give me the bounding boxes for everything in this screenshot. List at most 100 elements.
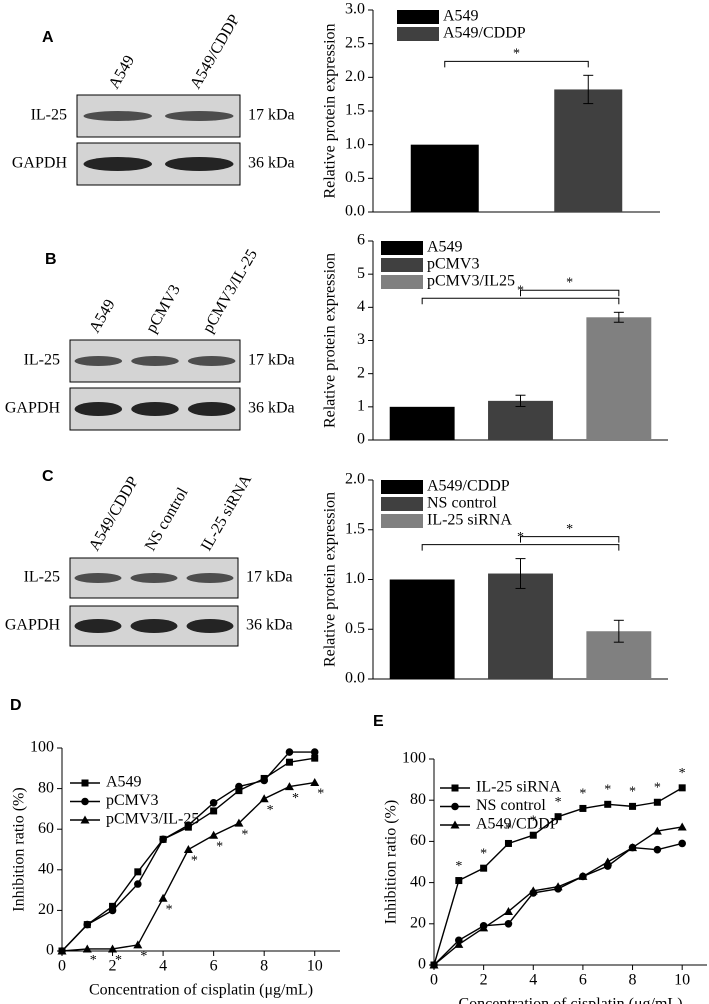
point [653,798,661,806]
x-tick-label: 0 [58,958,66,975]
blot-band [131,402,179,416]
series-line [433,826,683,966]
blot-band [83,111,152,121]
point [83,920,92,929]
legend-marker [450,820,460,829]
legend-marker [451,784,459,792]
significance-label: * [654,780,661,795]
y-tick-label: 0 [418,956,426,973]
row-label: IL-25 [24,569,60,586]
y-tick-label: 1.5 [345,520,365,537]
size-label: 17 kDa [248,107,295,124]
point [653,845,662,854]
blot-band [187,356,236,366]
x-tick-label: 0 [430,972,438,989]
blot-band [165,157,234,171]
legend-label: pCMV3/IL-25 [106,811,199,828]
legend-label: A549/CDDP [427,478,510,495]
significance-bracket [421,544,620,551]
point [529,831,537,839]
blot-band [186,619,234,633]
lane-label: pCMV3 [143,282,184,336]
point [454,939,464,948]
significance-label: * [530,813,537,828]
significance-label: * [679,766,686,781]
y-axis-label: Inhibition ratio (%) [11,787,28,911]
blot-band [74,356,123,366]
point [503,906,513,915]
legend-marker [80,815,90,824]
point [504,839,512,847]
y-tick-label: 40 [38,860,54,877]
lane-label: A549 [86,297,119,336]
row-label: IL-25 [31,107,67,124]
y-tick-label: 100 [30,739,54,756]
point [579,804,587,812]
point [285,748,294,756]
point [578,871,588,880]
bar [554,89,623,212]
legend-marker [451,802,459,811]
legend-label: A549 [106,774,142,791]
row-label: GAPDH [5,400,61,417]
x-tick-label: 4 [529,972,537,989]
legend-swatch [381,258,423,272]
legend-label: IL-25 siRNA [476,779,561,796]
point [209,799,218,807]
significance-bracket [520,289,620,297]
y-tick-label: 2.0 [345,68,365,85]
point [134,880,142,888]
significance-label: * [513,47,520,62]
point [159,835,167,844]
point [678,839,686,848]
x-tick-label: 4 [159,958,167,975]
legend-label: pCMV3 [106,792,158,809]
significance-label: * [505,822,512,837]
y-tick-label: 3 [357,331,365,348]
point [677,822,687,831]
point [235,782,243,791]
legend-label: A549/CDDP [443,25,526,42]
legend-swatch [381,275,423,289]
blot-band [165,111,234,121]
blot-band [83,157,152,171]
lane-label: A549/CDDP [187,12,243,92]
size-label: 36 kDa [246,617,293,634]
y-tick-label: 2 [357,364,365,381]
blot-band [74,402,123,416]
bar [488,573,553,679]
point [652,826,662,835]
significance-label: * [566,276,573,291]
point [310,748,319,756]
significance-label: * [566,522,573,537]
point [260,776,268,785]
point [234,818,244,827]
bar [586,317,652,440]
bar [389,406,455,440]
y-tick-label: 60 [38,820,54,837]
point [528,886,538,895]
point [311,754,319,762]
significance-label: * [317,787,324,802]
y-tick-label: 100 [402,750,426,767]
significance-bracket [520,536,620,543]
y-axis-label: Relative protein expression [322,253,339,428]
significance-label: * [555,795,562,810]
point [210,807,218,815]
point [259,794,269,803]
legend-swatch [397,27,439,41]
y-axis-label: Inhibition ratio (%) [383,800,400,924]
y-tick-label: 5 [357,265,365,282]
y-tick-label: 20 [38,901,54,918]
y-tick-label: 80 [38,779,54,796]
x-axis-label: Concentration of cisplatin (μg/mL) [458,996,682,1004]
point [553,882,563,891]
legend-swatch [381,241,423,255]
lane-label: NS control [142,484,192,553]
panel-letter: D [10,697,22,714]
y-tick-label: 6 [357,232,365,249]
row-label: GAPDH [5,617,61,634]
legend-label: A549/CDDP [476,816,559,833]
blot-band [130,619,178,633]
